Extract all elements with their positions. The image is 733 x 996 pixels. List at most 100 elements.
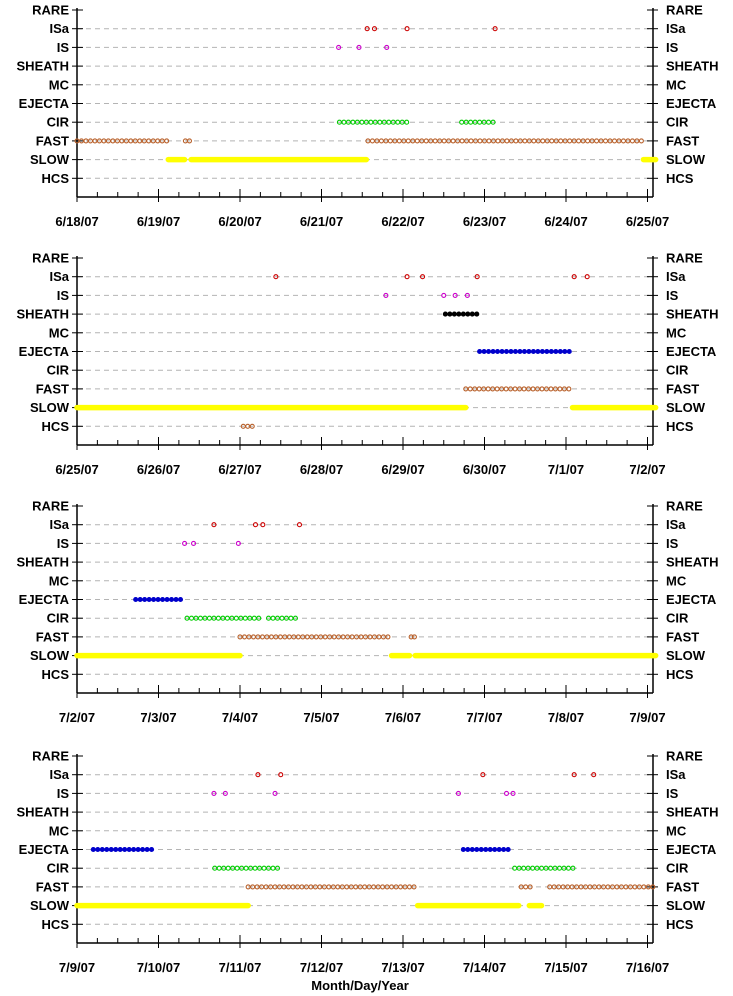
category-label-right: CIR [666,115,689,130]
category-label-right: IS [666,536,679,551]
ejecta-point [517,348,523,355]
ejecta-point [562,348,568,355]
category-label-right: ISa [666,269,686,284]
ejecta-point [494,348,501,355]
category-label-left: EJECTA [19,96,70,111]
cir-point [477,119,483,125]
category-label-right: CIR [666,363,689,378]
category-label-left: ISa [49,517,69,532]
ejecta-point [530,348,536,355]
is-point [383,292,389,298]
ejecta-point [149,846,155,853]
isa-point [371,26,378,32]
cir-point [288,615,294,621]
ejecta-point [104,846,110,853]
x-tick-label: 6/21/07 [300,214,343,229]
ejecta-point [99,846,105,853]
fast-point [629,138,635,144]
x-tick-label: 7/3/07 [140,710,176,725]
x-axis-title: Month/Day/Year [311,978,409,993]
ejecta-point [465,846,471,853]
cir-point [274,865,281,871]
isa-point [420,274,426,280]
ejecta-point [173,596,179,603]
category-label-left: SHEATH [17,59,69,74]
ejecta-point [460,846,466,853]
category-label-left: RARE [32,499,69,514]
fast-point [527,884,533,890]
x-tick-label: 6/22/07 [381,214,424,229]
fast-point [558,138,564,144]
sheath-point [460,311,466,317]
ejecta-point [144,846,150,853]
sheath-point [465,311,471,317]
ejecta-point [142,596,148,603]
cir-point [270,865,276,871]
category-label-left: ISa [49,21,69,36]
category-label-left: FAST [36,879,69,894]
ejecta-point [486,348,492,355]
is-point [182,540,188,546]
fast-point [408,634,414,640]
ejecta-point [544,348,550,355]
x-tick-label: 6/27/07 [218,462,261,477]
category-label-left: RARE [32,251,69,266]
fast-point [405,138,411,144]
isa-point [571,772,577,778]
category-label-right: SLOW [666,152,706,167]
ejecta-point [499,348,505,355]
ejecta-point [496,846,502,853]
is-point [272,790,278,796]
is-point [441,292,447,298]
category-label-right: EJECTA [666,344,717,359]
fast-point [602,138,609,144]
category-label-left: FAST [36,133,69,148]
x-tick-label: 6/18/07 [55,214,98,229]
x-tick-label: 6/25/07 [55,462,98,477]
x-tick-label: 7/10/07 [137,960,180,975]
fast-point [387,138,393,144]
ejecta-point [526,348,532,355]
ejecta-point [131,846,137,853]
cir-point [188,615,195,621]
isa-point [252,522,259,528]
ejecta-point [90,846,96,853]
is-point [336,44,342,50]
x-tick-label: 6/28/07 [300,462,343,477]
isa-point [255,772,261,778]
ejecta-point [490,348,496,355]
ejecta-point [501,846,507,853]
category-label-right: SHEATH [666,555,718,570]
category-label-left: CIR [47,363,70,378]
category-label-left: SHEATH [17,805,69,820]
ejecta-point [137,596,143,603]
ejecta-point [151,596,157,603]
fast-point [531,138,537,144]
x-tick-label: 6/20/07 [218,214,261,229]
category-label-right: HCS [666,171,694,186]
fast-point [620,138,627,144]
category-label-left: HCS [42,917,70,932]
panel-4: RARE RARE ISa ISa IS IS SHEATH SHEATH MC MC EJECTA… [17,749,719,976]
category-label-right: MC [666,573,687,588]
cir-point [197,615,204,621]
ejecta-point [477,348,483,355]
is-point [190,540,197,546]
category-label-left: RARE [32,3,69,18]
isa-point [404,274,410,280]
ejecta-point [133,596,139,603]
category-label-right: HCS [666,419,694,434]
ejecta-point [117,846,123,853]
fast-point [378,138,384,144]
fast-point [468,138,474,144]
cir-point [486,119,492,125]
fast-point [477,138,483,144]
category-label-right: CIR [666,861,689,876]
x-tick-label: 7/2/07 [629,462,665,477]
category-label-left: HCS [42,171,70,186]
hcs-point [249,423,255,429]
fast-point [540,138,546,144]
fast-point [638,138,644,144]
x-tick-label: 7/14/07 [463,960,506,975]
ejecta-point [483,846,489,853]
